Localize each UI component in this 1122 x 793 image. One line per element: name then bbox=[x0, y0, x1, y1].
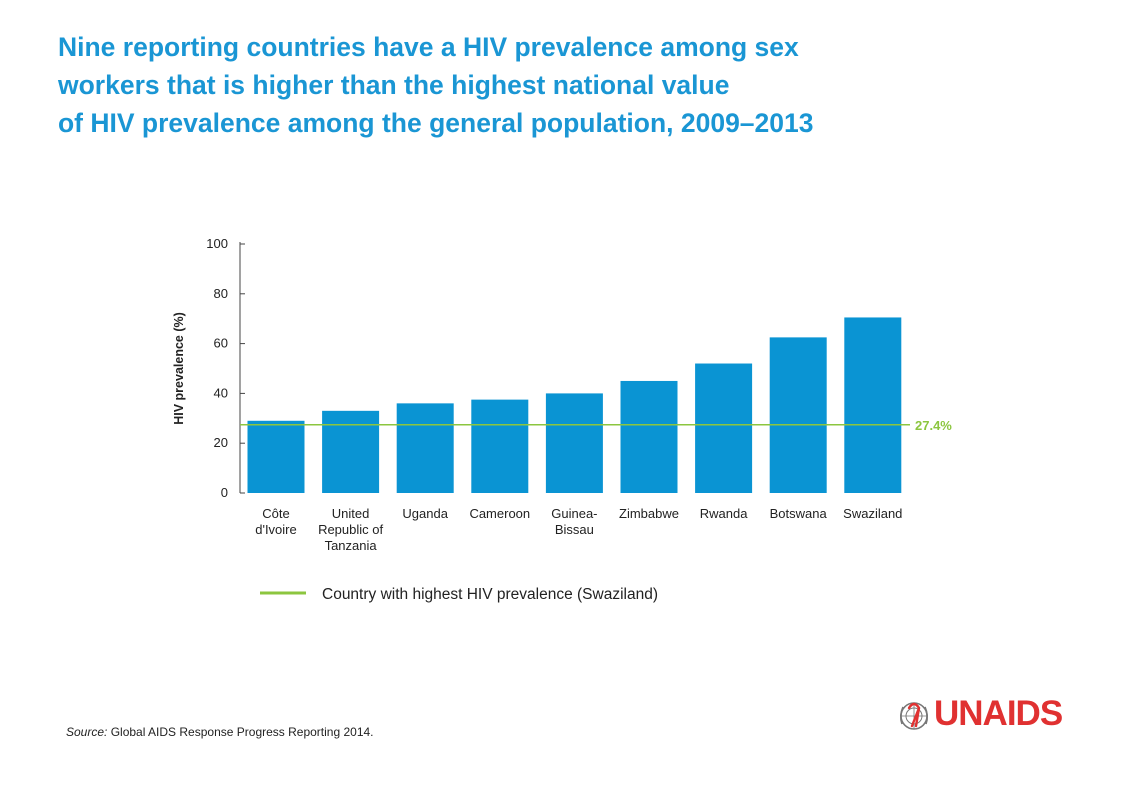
x-tick-label-line: Swaziland bbox=[843, 506, 902, 521]
bar bbox=[471, 399, 529, 493]
x-tick-label-line: Cameroon bbox=[469, 506, 530, 521]
x-tick-label: Cameroon bbox=[469, 506, 530, 521]
bar bbox=[769, 337, 827, 493]
legend-label: Country with highest HIV prevalence (Swa… bbox=[322, 586, 658, 603]
title-line-1: Nine reporting countries have a HIV prev… bbox=[58, 32, 799, 62]
bar bbox=[247, 420, 305, 493]
un-emblem-icon bbox=[899, 702, 929, 730]
x-tick-label: Botswana bbox=[770, 506, 828, 521]
source-note: Source: Global AIDS Response Progress Re… bbox=[66, 725, 374, 739]
legend: Country with highest HIV prevalence (Swa… bbox=[260, 586, 658, 603]
y-axis-label: HIV prevalence (%) bbox=[172, 312, 186, 425]
reference-line-group: 27.4% bbox=[240, 418, 952, 433]
y-tick-label: 100 bbox=[206, 236, 228, 251]
y-tick-label: 40 bbox=[214, 385, 228, 400]
x-tick-label: United Republic of Tanzania bbox=[318, 506, 383, 553]
x-tick-label-line: Zimbabwe bbox=[619, 506, 679, 521]
y-tick-label: 80 bbox=[214, 286, 228, 301]
x-tick-label-line: Republic of bbox=[318, 522, 383, 537]
title-line-3: of HIV prevalence among the general popu… bbox=[58, 108, 814, 138]
unaids-logo: UNAIDS bbox=[896, 694, 1063, 734]
x-tick-label-line: d'Ivoire bbox=[255, 522, 297, 537]
y-tick-label: 20 bbox=[214, 435, 228, 450]
x-tick-label: Swaziland bbox=[843, 506, 902, 521]
x-tick-label: Zimbabwe bbox=[619, 506, 679, 521]
x-tick-label: Guinea-Bissau bbox=[551, 506, 597, 537]
reference-line-label: 27.4% bbox=[915, 418, 952, 433]
bar bbox=[844, 317, 902, 493]
bar bbox=[620, 380, 678, 493]
y-tick-label: 60 bbox=[214, 336, 228, 351]
chart-title: Nine reporting countries have a HIV prev… bbox=[58, 28, 1058, 142]
x-tick-label-line: Rwanda bbox=[700, 506, 748, 521]
x-tick-labels: Côte d'Ivoire United Republic of Tanzania Uga… bbox=[255, 506, 902, 553]
x-tick-label-line: Uganda bbox=[402, 506, 448, 521]
bar bbox=[695, 363, 753, 493]
x-tick-label-line: Côte bbox=[262, 506, 289, 521]
y-axis: 0 20 40 60 80 100 HIV prevalence (%) bbox=[172, 236, 245, 500]
source-label: Source: bbox=[66, 725, 108, 739]
x-tick-label: Uganda bbox=[402, 506, 448, 521]
x-tick-label-line: Botswana bbox=[770, 506, 828, 521]
x-tick-label-line: Tanzania bbox=[325, 538, 378, 553]
bars bbox=[247, 317, 902, 493]
x-tick-label-line: Bissau bbox=[555, 522, 594, 537]
title-line-2: workers that is higher than the highest … bbox=[58, 70, 730, 100]
x-tick-label: Côte d'Ivoire bbox=[255, 506, 297, 537]
bar bbox=[396, 403, 454, 493]
x-tick-label-line: Guinea- bbox=[551, 506, 597, 521]
logo-text: UNAIDS bbox=[934, 694, 1063, 733]
bar bbox=[322, 410, 380, 493]
x-tick-label-line: United bbox=[332, 506, 370, 521]
bar bbox=[545, 393, 603, 493]
x-tick-label: Rwanda bbox=[700, 506, 748, 521]
y-tick-label: 0 bbox=[221, 485, 228, 500]
source-text: Global AIDS Response Progress Reporting … bbox=[107, 725, 374, 739]
